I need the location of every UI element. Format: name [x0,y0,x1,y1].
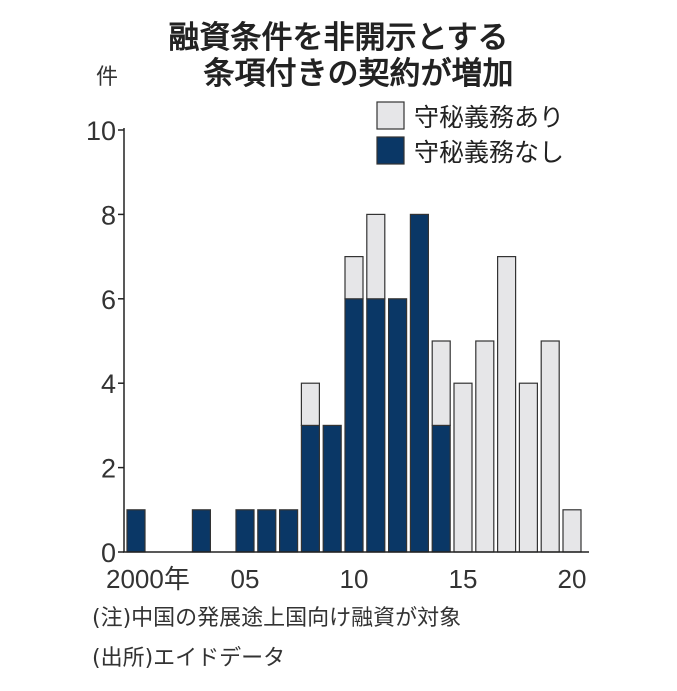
legend-label: 守秘義務あり [414,104,564,132]
y-tick-label: 0 [101,538,116,568]
bar-segment-no-confidentiality [257,509,277,553]
x-tick-label: 10 [340,564,369,594]
bar-segment-no-confidentiality [191,509,211,553]
bar-segment-confidentiality [431,340,451,427]
bar-segment-no-confidentiality [344,298,364,553]
bar-segment-no-confidentiality [279,509,299,553]
x-tick-label: 20 [558,564,587,594]
bar-segment-confidentiality [475,340,495,553]
y-tick-label: 6 [101,285,116,315]
source-text: (出所)エイドデータ [92,646,286,671]
y-tick-label: 2 [101,454,116,484]
chart-title-line-2: 条項付きの契約が増加 [203,56,514,92]
bar-segment-confidentiality [366,213,386,300]
x-tick-label: 15 [449,564,478,594]
bar-segment-no-confidentiality [431,424,451,553]
y-axis-label: 件 [96,64,118,89]
legend-swatch [376,136,405,165]
bar-segment-confidentiality [344,256,364,300]
note-text: (注)中国の発展途上国向け融資が対象 [92,606,462,631]
bar-segment-no-confidentiality [235,509,255,553]
x-tick-label: 05 [231,564,260,594]
bar-segment-confidentiality [497,256,517,553]
bar-segment-no-confidentiality [366,298,386,553]
bar-segment-no-confidentiality [126,509,146,553]
chart-title-line-1: 融資条件を非開示とする [168,20,509,56]
bar-segment-confidentiality [540,340,560,553]
bar-segment-confidentiality [562,509,582,553]
bar-segment-no-confidentiality [388,298,408,553]
bar-segment-confidentiality [518,382,539,553]
bar-segment-confidentiality [453,382,473,553]
y-tick-label: 10 [86,116,116,146]
legend-swatch [376,101,405,130]
legend-label: 守秘義務なし [414,139,564,167]
x-tick-label: 2000年 [106,564,190,594]
y-tick-label: 4 [101,369,116,399]
bar-segment-no-confidentiality [300,424,320,553]
bar-segment-confidentiality [300,382,320,427]
y-tick-label: 8 [101,200,116,230]
bar-segment-no-confidentiality [409,213,429,553]
bar-segment-no-confidentiality [322,424,342,553]
